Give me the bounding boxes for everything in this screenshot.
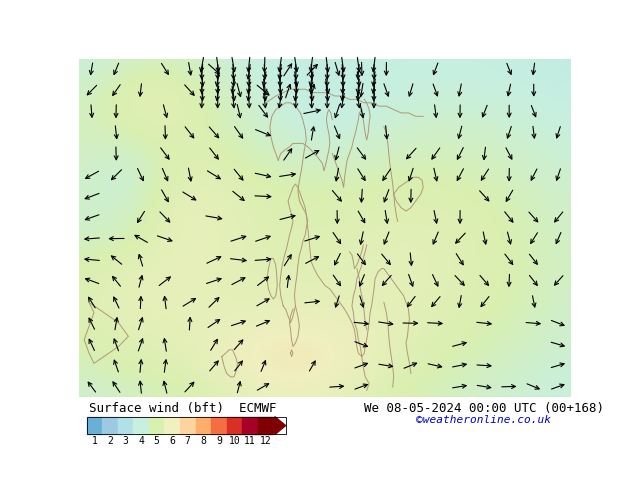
Bar [133, 417, 149, 434]
Text: 11: 11 [244, 436, 256, 446]
Text: 12: 12 [260, 436, 271, 446]
Bar [118, 417, 133, 434]
Text: ©weatheronline.co.uk: ©weatheronline.co.uk [416, 415, 551, 425]
Text: 4: 4 [138, 436, 144, 446]
Text: 5: 5 [153, 436, 160, 446]
Text: We 08-05-2024 00:00 UTC (00+168): We 08-05-2024 00:00 UTC (00+168) [364, 402, 604, 415]
Text: Surface wind (bft)  ECMWF: Surface wind (bft) ECMWF [89, 402, 276, 415]
Text: 6: 6 [169, 436, 175, 446]
Bar [87, 417, 102, 434]
Bar [149, 417, 164, 434]
Bar [180, 417, 195, 434]
Text: 2: 2 [107, 436, 113, 446]
Bar [227, 417, 242, 434]
FancyArrow shape [273, 416, 285, 435]
Text: 10: 10 [229, 436, 240, 446]
Bar [102, 417, 118, 434]
Bar [258, 417, 273, 434]
Bar [242, 417, 258, 434]
Bar [195, 417, 211, 434]
Text: 8: 8 [200, 436, 206, 446]
Bar [164, 417, 180, 434]
Text: 3: 3 [122, 436, 129, 446]
Bar [87, 417, 285, 434]
Text: 1: 1 [91, 436, 98, 446]
Text: 7: 7 [185, 436, 191, 446]
Text: 9: 9 [216, 436, 222, 446]
Bar [211, 417, 227, 434]
